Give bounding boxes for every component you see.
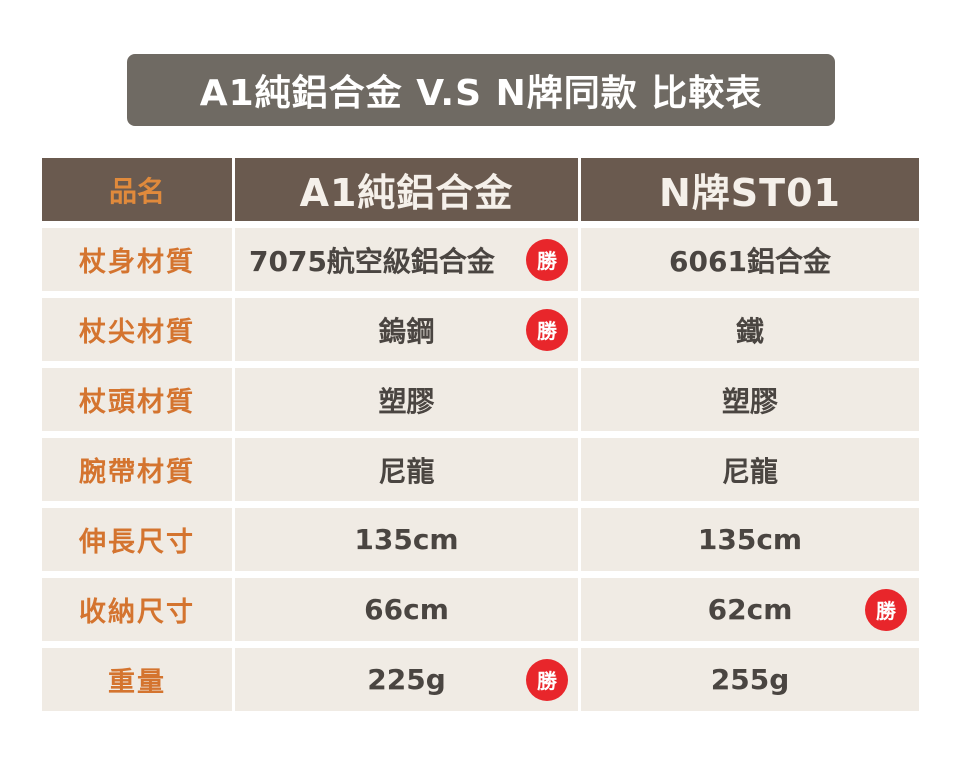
cell-value: 135cm	[697, 523, 803, 556]
cell-value: 鎢鋼	[378, 314, 435, 348]
cell-a-folded-length: 66cm	[235, 578, 578, 641]
cell-value: 尼龍	[378, 454, 435, 488]
cell-a-shaft-material: 7075航空級鋁合金 勝	[235, 228, 578, 291]
row-label-head-material: 杖頭材質	[42, 368, 232, 431]
win-badge: 勝	[526, 658, 568, 701]
row-label-folded-length: 收納尺寸	[42, 578, 232, 641]
row-label-tip-material: 杖尖材質	[42, 298, 232, 361]
win-badge: 勝	[526, 308, 568, 351]
row-label-weight: 重量	[42, 648, 232, 711]
cell-value: 7075航空級鋁合金	[249, 244, 495, 278]
cell-value: 鐵	[735, 314, 764, 348]
cell-value: 62cm	[707, 593, 793, 626]
win-badge: 勝	[526, 238, 568, 281]
cell-value: 135cm	[354, 523, 459, 556]
row-label-strap-material: 腕帶材質	[42, 438, 232, 501]
cell-value: 尼龍	[721, 454, 778, 488]
win-badge: 勝	[865, 588, 907, 631]
row-label-extended-length: 伸長尺寸	[42, 508, 232, 571]
cell-a-strap-material: 尼龍	[235, 438, 578, 501]
cell-b-folded-length: 62cm 勝	[581, 578, 919, 641]
cell-value: 塑膠	[721, 384, 778, 418]
header-col-a: A1純鋁合金	[235, 158, 578, 221]
header-col-b: N牌ST01	[581, 158, 919, 221]
cell-b-extended-length: 135cm	[581, 508, 919, 571]
cell-value: 6061鋁合金	[669, 244, 831, 278]
cell-b-weight: 255g	[581, 648, 919, 711]
cell-value: 塑膠	[378, 384, 435, 418]
cell-a-head-material: 塑膠	[235, 368, 578, 431]
cell-a-weight: 225g 勝	[235, 648, 578, 711]
header-label-cell: 品名	[42, 158, 232, 221]
cell-value: 255g	[710, 663, 790, 696]
cell-b-head-material: 塑膠	[581, 368, 919, 431]
page-title: A1純鋁合金 V.S N牌同款 比較表	[127, 54, 835, 126]
cell-value: 66cm	[364, 593, 449, 626]
cell-b-shaft-material: 6061鋁合金	[581, 228, 919, 291]
cell-a-extended-length: 135cm	[235, 508, 578, 571]
cell-b-strap-material: 尼龍	[581, 438, 919, 501]
row-label-shaft-material: 杖身材質	[42, 228, 232, 291]
comparison-table: 品名 A1純鋁合金 N牌ST01 杖身材質 7075航空級鋁合金 勝 6061鋁…	[42, 158, 919, 714]
cell-b-tip-material: 鐵	[581, 298, 919, 361]
cell-a-tip-material: 鎢鋼 勝	[235, 298, 578, 361]
cell-value: 225g	[367, 663, 446, 696]
